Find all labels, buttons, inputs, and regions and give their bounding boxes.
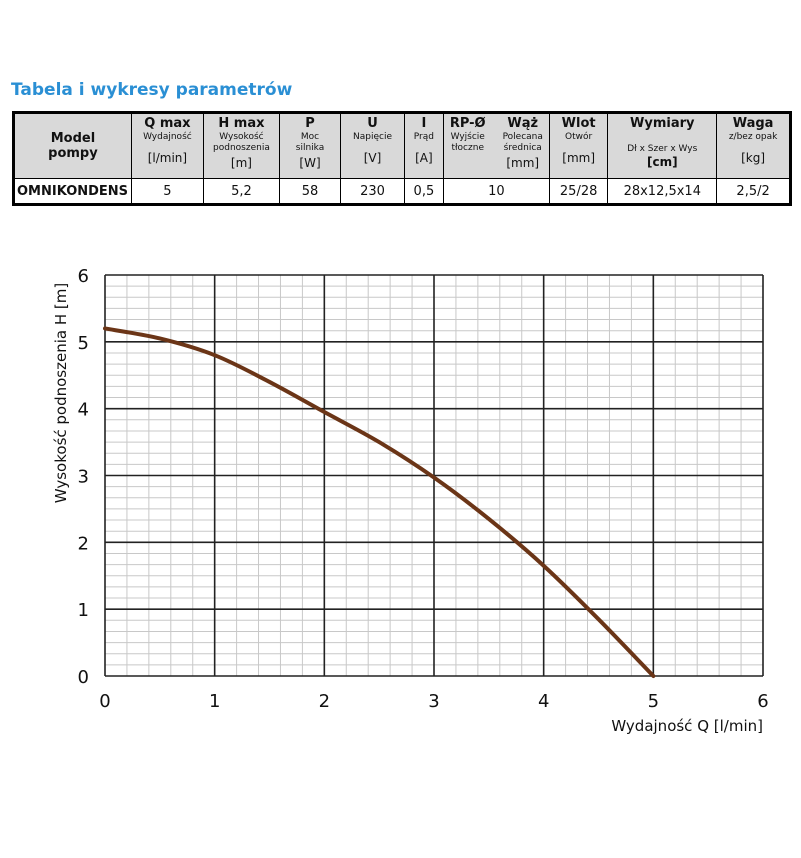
header-hmax-sub: Wysokość podnoszenia [213, 132, 270, 153]
x-tick-label: 3 [428, 691, 439, 712]
y-tick-label: 0 [78, 667, 89, 688]
header-rp-name: RP-Ø [449, 116, 486, 131]
header-waga: Waga z/bez opak [kg] [716, 112, 791, 179]
header-waz-name: Wąż [507, 116, 539, 131]
cell-wymiary: 28x12,5x14 [607, 178, 718, 205]
section-title: Tabela i wykresy parametrów [11, 80, 293, 100]
header-wlot: Wlot Otwór [mm] [548, 112, 609, 179]
header-qmax-unit: [l/min] [147, 151, 188, 165]
rp-waz-wrap: RP-Ø Wyjście tłoczne Wąż Polecana średni… [446, 116, 547, 170]
header-p-name: P [305, 116, 315, 131]
header-rp-waz: RP-Ø Wyjście tłoczne Wąż Polecana średni… [442, 112, 550, 179]
header-waz-unit: [mm] [506, 156, 540, 170]
header-u-unit: [V] [363, 151, 382, 165]
header-wymiary: Wymiary Dł x Szer x Wys [cm] [607, 112, 718, 179]
header-qmax-name: Q max [144, 116, 191, 131]
header-waga-sub: z/bez opak [728, 132, 778, 142]
header-wlot-sub: Otwór [565, 132, 593, 142]
header-waga-unit: [kg] [741, 151, 766, 165]
cell-rp-waz: 10 [442, 178, 550, 205]
x-tick-label: 1 [209, 691, 220, 712]
pump-curve-chart: 0 1 2 3 4 5 6 0 1 2 3 4 5 6 Wydajność Q [l/min] Wyso… [52, 266, 769, 735]
y-tick-label: 6 [78, 266, 89, 287]
y-tick-labels: 0 1 2 3 4 5 6 [78, 266, 89, 688]
x-tick-label: 2 [319, 691, 330, 712]
header-wymiary-unit: [cm] [646, 155, 678, 169]
header-i: I Prąd [A] [403, 112, 444, 179]
header-waz-sub1: Polecana [502, 132, 543, 142]
x-axis-title: Wydajność Q [l/min] [611, 717, 763, 735]
y-axis-title: Wysokość podnoszenia H [m] [52, 283, 70, 503]
table-header-row: Model pompy Q max Wydajność [l/min] H ma… [13, 112, 791, 179]
cell-waga: 2,5/2 [716, 178, 791, 205]
x-tick-label: 4 [538, 691, 549, 712]
cell-i: 0,5 [403, 178, 444, 205]
header-p-sub: Moc silnika [295, 132, 325, 153]
y-tick-label: 1 [78, 600, 89, 621]
header-wlot-name: Wlot [561, 116, 596, 131]
header-rp-sub2: tłoczne [451, 143, 484, 153]
y-tick-label: 4 [78, 400, 89, 421]
model-header: Model pompy [13, 112, 132, 179]
header-waz-sub2: średnica [503, 143, 542, 153]
header-u: U Napięcie [V] [340, 112, 405, 179]
waz-column: Wąż Polecana średnica [mm] [503, 116, 543, 170]
rp-column: RP-Ø Wyjście tłoczne [450, 116, 486, 170]
series-group [103, 326, 656, 678]
header-wymiary-sub: Dł x Szer x Wys [627, 144, 698, 154]
header-wymiary-name: Wymiary [630, 116, 695, 131]
header-wlot-unit: [mm] [562, 151, 596, 165]
x-tick-label: 0 [99, 691, 110, 712]
parameters-table: Model pompy Q max Wydajność [l/min] H ma… [12, 111, 792, 206]
cell-wlot: 25/28 [548, 178, 609, 205]
y-tick-label: 3 [78, 467, 89, 488]
header-i-name: I [421, 116, 427, 131]
table-row: OMNIKONDENS 5 5,2 58 230 0,5 10 25/28 28… [13, 178, 791, 205]
header-p: P Moc silnika [W] [278, 112, 342, 179]
model-header-line2: pompy [48, 146, 98, 161]
x-tick-labels: 0 1 2 3 4 5 6 [99, 691, 768, 712]
header-rp-sub1: Wyjście [450, 132, 485, 142]
header-hmax: H max Wysokość podnoszenia [m] [202, 112, 280, 179]
pump-curve-line [103, 326, 656, 678]
x-tick-label: 6 [757, 691, 768, 712]
cell-p: 58 [278, 178, 342, 205]
cell-model: OMNIKONDENS [13, 178, 132, 205]
header-waga-name: Waga [732, 116, 774, 131]
cell-u: 230 [340, 178, 405, 205]
cell-qmax: 5 [130, 178, 204, 205]
cell-hmax: 5,2 [202, 178, 280, 205]
y-tick-label: 2 [78, 533, 89, 554]
header-qmax-sub: Wydajność [143, 132, 192, 142]
header-i-sub: Prąd [413, 132, 434, 142]
header-qmax: Q max Wydajność [l/min] [130, 112, 204, 179]
header-u-sub: Napięcie [353, 132, 392, 142]
header-p-unit: [W] [299, 156, 321, 170]
header-i-unit: [A] [415, 151, 433, 165]
header-u-name: U [367, 116, 378, 131]
model-header-line1: Model [50, 131, 96, 146]
major-grid [104, 274, 764, 677]
header-hmax-unit: [m] [230, 156, 252, 170]
header-hmax-name: H max [218, 116, 265, 131]
y-tick-label: 5 [78, 333, 89, 354]
x-tick-label: 5 [648, 691, 659, 712]
